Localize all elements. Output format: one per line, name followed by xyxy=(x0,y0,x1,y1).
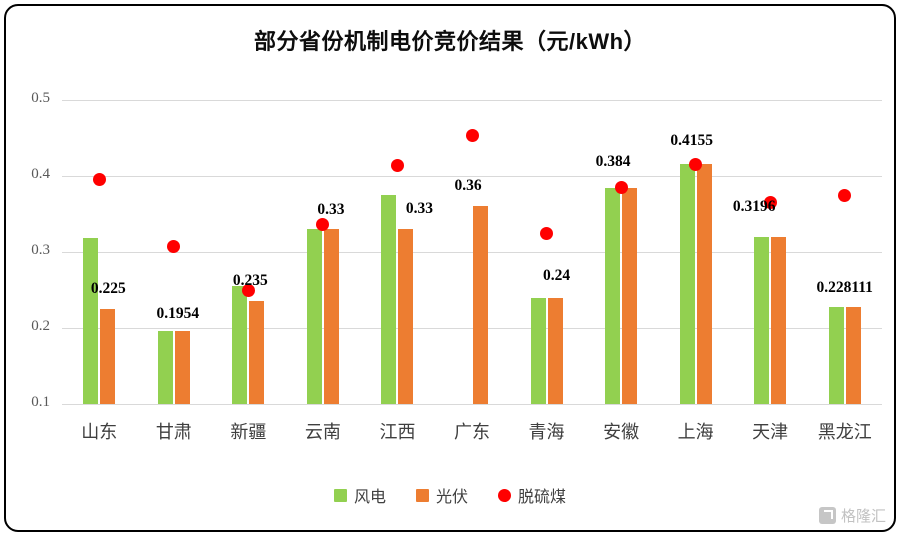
solar-bar xyxy=(473,206,488,404)
data-label: 0.4155 xyxy=(670,132,713,150)
y-axis-tick-label: 0.2 xyxy=(31,318,50,334)
category-label: 天津 xyxy=(752,422,789,442)
gridline xyxy=(62,100,882,101)
category-label: 山东 xyxy=(81,422,118,442)
coal-price-dot xyxy=(689,157,703,171)
coal-price-dot xyxy=(167,239,181,253)
solar-bar xyxy=(845,306,861,404)
watermark: 格隆汇 xyxy=(818,505,886,526)
solar-bar xyxy=(174,331,190,404)
wind-bar xyxy=(157,331,173,404)
gridline xyxy=(62,176,882,177)
coal-price-dot xyxy=(241,283,255,297)
y-axis-tick-label: 0.4 xyxy=(31,166,50,182)
data-label: 0.3196 xyxy=(732,198,776,216)
data-label: 0.228111 xyxy=(816,278,873,296)
chart-title: 部分省份机制电价竞价结果（元/kWh） xyxy=(253,29,647,54)
wind-bar xyxy=(381,195,397,404)
gridline xyxy=(62,404,882,405)
gridline xyxy=(62,252,882,253)
category-label: 广东 xyxy=(454,422,490,442)
legend-item: 脱硫煤 xyxy=(498,483,566,507)
gelonghui-logo-icon xyxy=(818,507,836,524)
data-label: 0.1954 xyxy=(156,305,200,323)
coal-price-dot xyxy=(540,226,554,240)
wind-bar xyxy=(530,297,546,404)
coal-price-dot xyxy=(465,129,479,143)
coal-price-dot xyxy=(838,189,852,203)
solar-bar xyxy=(771,237,787,404)
legend-label: 风电 xyxy=(353,489,386,506)
legend: 风电 光伏 脱硫煤 xyxy=(0,483,900,507)
data-label: 0.24 xyxy=(542,266,571,284)
wind-bar xyxy=(232,286,248,404)
category-label: 江西 xyxy=(379,422,416,442)
coal-price-dot xyxy=(614,181,628,195)
gridline xyxy=(62,328,882,329)
legend-label: 脱硫煤 xyxy=(518,489,567,506)
solar-bar xyxy=(100,309,116,404)
category-label: 新疆 xyxy=(230,422,267,442)
data-label: 0.225 xyxy=(90,280,126,297)
legend-circle-swatch xyxy=(498,488,511,502)
wind-bar xyxy=(605,188,621,404)
y-axis-tick-label: 0.1 xyxy=(31,394,50,410)
category-label: 青海 xyxy=(528,422,565,442)
coal-price-dot xyxy=(390,158,404,172)
legend-square-swatch xyxy=(415,488,429,502)
data-label: 0.33 xyxy=(317,201,345,219)
solar-bar xyxy=(622,188,638,404)
wind-bar xyxy=(754,237,770,404)
y-axis-tick-label: 0.3 xyxy=(31,242,50,258)
solar-bar xyxy=(249,301,265,404)
data-label: 0.235 xyxy=(232,272,268,290)
coal-price-dot xyxy=(316,218,330,232)
coal-price-dot xyxy=(763,195,777,209)
category-label: 甘肃 xyxy=(155,422,192,442)
wind-bar xyxy=(828,306,844,404)
watermark-text: 格隆汇 xyxy=(840,508,886,525)
category-label: 黑龙江 xyxy=(817,422,872,442)
legend-square-swatch xyxy=(333,488,347,502)
solar-bar xyxy=(696,164,712,404)
solar-bar xyxy=(398,229,414,404)
category-label: 云南 xyxy=(304,422,341,442)
wind-bar xyxy=(679,164,695,404)
coal-price-dot xyxy=(92,173,106,187)
solar-bar xyxy=(547,297,563,404)
wind-bar xyxy=(83,237,99,404)
data-label: 0.36 xyxy=(454,177,482,195)
legend-label: 光伏 xyxy=(435,489,468,506)
category-label: 上海 xyxy=(677,422,714,442)
legend-item: 光伏 xyxy=(415,483,468,507)
data-label: 0.33 xyxy=(405,200,434,218)
solar-bar xyxy=(323,229,339,404)
category-label: 安徽 xyxy=(603,422,640,442)
y-axis-tick-label: 0.5 xyxy=(31,90,50,106)
wind-bar xyxy=(306,229,322,404)
data-label: 0.384 xyxy=(595,153,631,171)
legend-item: 风电 xyxy=(333,483,386,507)
